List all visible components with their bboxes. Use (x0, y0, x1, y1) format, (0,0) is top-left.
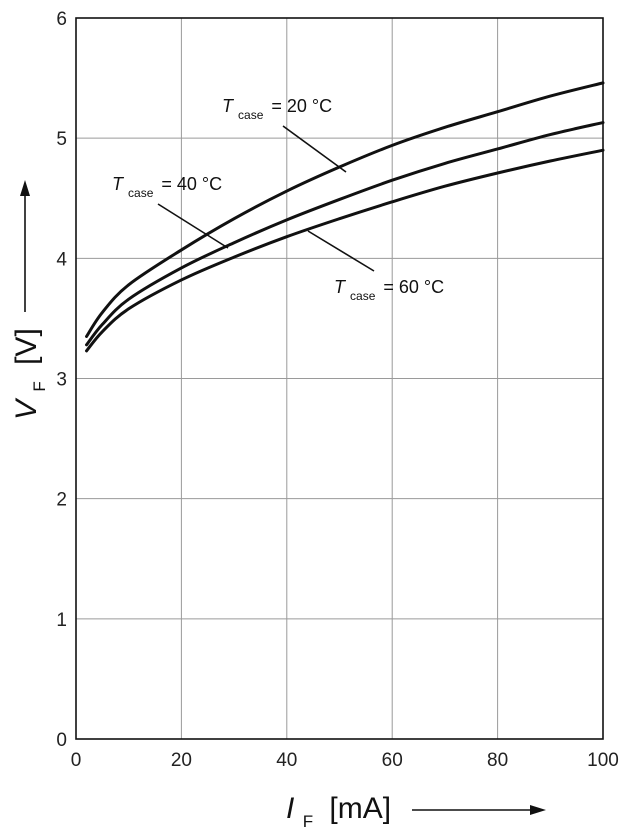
tick-labels: 0 20 40 60 80 100 0 1 2 3 4 5 6 (56, 9, 618, 771)
annotation-series-3: T case = 60 °C (307, 230, 444, 304)
x-tick-label: 40 (276, 750, 297, 771)
plot-frame (75, 17, 604, 740)
annotation-series-2: T case = 40 °C (112, 174, 229, 249)
y-tick-label: 5 (56, 129, 67, 150)
svg-text:I F [mA]: I F [mA] (286, 792, 391, 833)
x-axis-unit: [mA] (329, 792, 391, 825)
y-axis-unit: [V] (10, 328, 43, 365)
annotation-2-subscript: case (128, 186, 154, 200)
leader-line-3 (307, 230, 375, 272)
annotation-series-1: T case = 20 °C (222, 96, 347, 173)
svg-text:T case = 20 °C: T case = 20 °C (222, 96, 332, 123)
annotation-3-symbol: T (334, 277, 347, 297)
series-line-1 (85, 81, 605, 338)
y-tick-label: 0 (56, 730, 67, 751)
x-axis-symbol: I (286, 792, 294, 825)
x-tick-label: 0 (71, 750, 82, 771)
x-axis-title: I F [mA] (286, 792, 546, 833)
y-tick-label: 3 (56, 370, 67, 391)
annotation-3-value: = 60 °C (383, 277, 444, 297)
svg-text:T case = 40 °C: T case = 40 °C (112, 174, 222, 201)
y-tick-label: 1 (56, 610, 67, 631)
x-tick-label: 20 (171, 750, 192, 771)
annotation-3-subscript: case (350, 289, 376, 303)
leader-line-2 (157, 203, 229, 249)
svg-text:T case = 60 °C: T case = 60 °C (334, 277, 444, 304)
series-line-3 (85, 148, 605, 353)
annotation-1-subscript: case (238, 108, 264, 122)
grid (76, 18, 603, 739)
annotation-1-value: = 20 °C (271, 96, 332, 116)
series-line-2 (85, 121, 605, 347)
x-tick-label: 80 (487, 750, 508, 771)
y-tick-label: 6 (56, 9, 67, 30)
y-tick-label: 2 (56, 490, 67, 511)
x-tick-label: 100 (587, 750, 619, 771)
annotation-1-symbol: T (222, 96, 235, 116)
y-axis-arrow-head (20, 180, 30, 196)
series-layer (85, 81, 605, 353)
annotation-2-value: = 40 °C (161, 174, 222, 194)
x-axis-subscript: F (303, 812, 313, 831)
y-axis-title: V F [V] (10, 180, 52, 420)
y-axis-symbol: V (10, 397, 43, 420)
x-axis-arrow-head (530, 805, 546, 815)
leader-line-1 (282, 125, 347, 173)
y-tick-label: 4 (56, 249, 67, 270)
x-tick-label: 60 (382, 750, 403, 771)
y-axis-subscript: F (30, 381, 49, 391)
annotation-2-symbol: T (112, 174, 125, 194)
svg-text:V F [V]: V F [V] (10, 328, 52, 420)
